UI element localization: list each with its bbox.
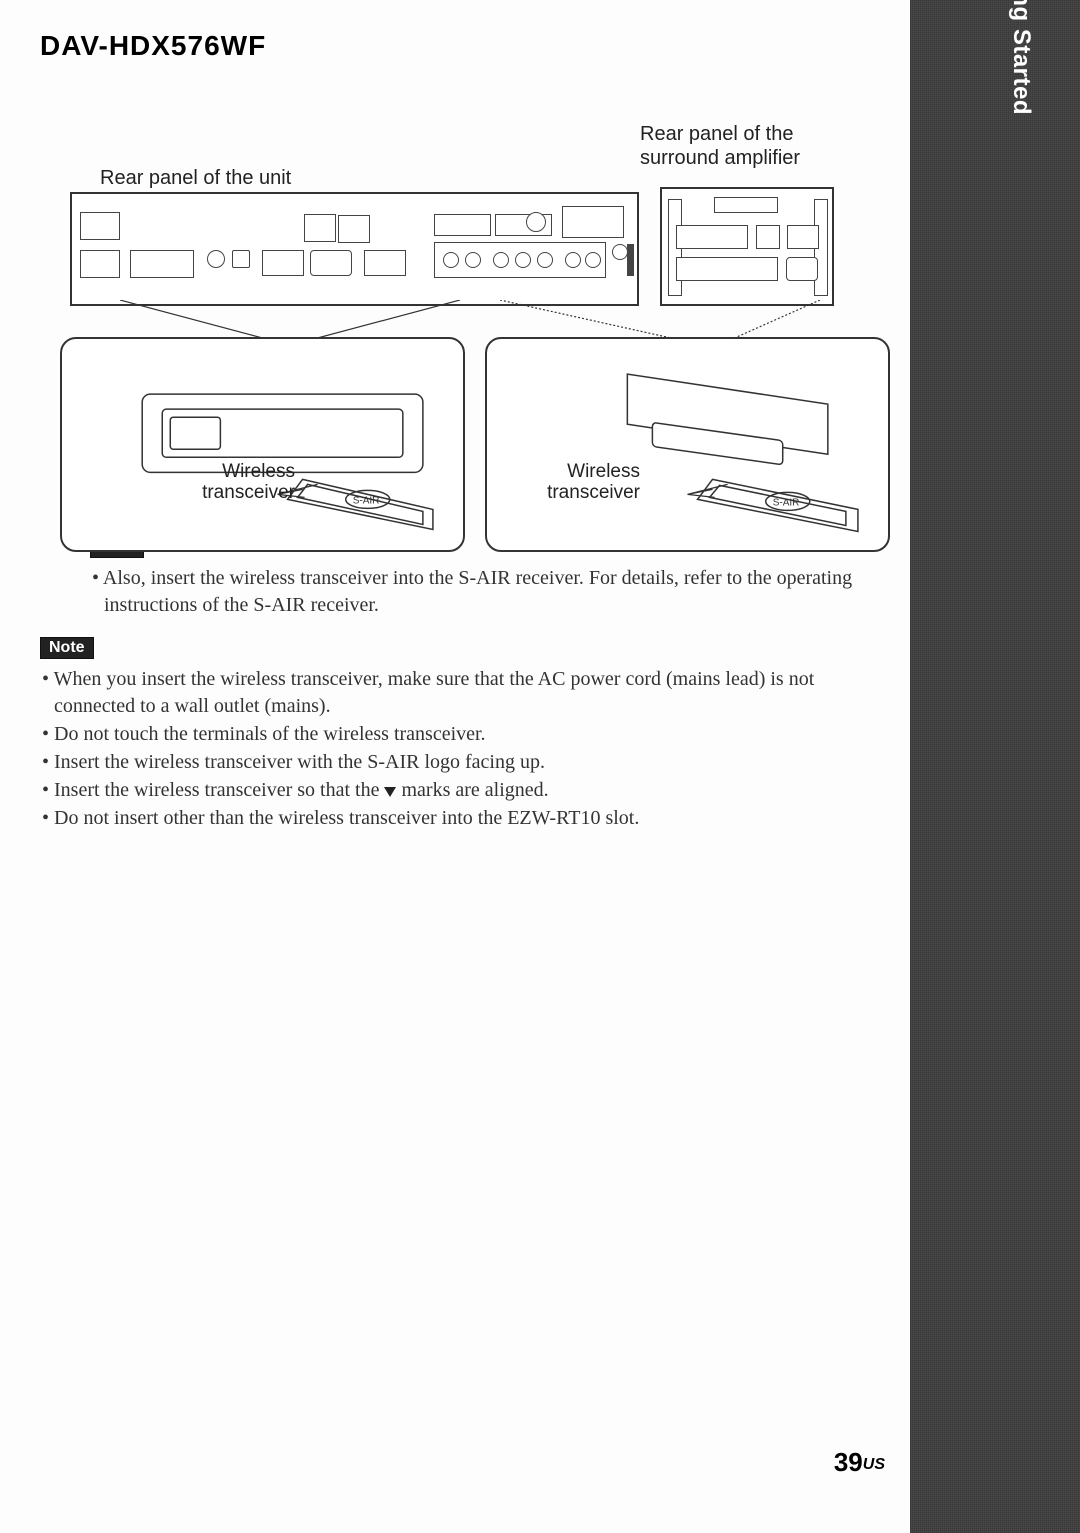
port-icon — [526, 212, 546, 232]
jack-icon — [585, 252, 601, 268]
port-icon — [232, 250, 250, 268]
bullet-item: Also, insert the wireless transceiver in… — [92, 565, 900, 619]
page-content: DAV-HDX576WF Rear panel of the unit Rear… — [40, 30, 900, 850]
transceiver-card-icon: S-AIR — [487, 339, 888, 555]
bullet-item: Insert the wireless transceiver so that … — [42, 777, 900, 804]
note-bullets-2: When you insert the wireless transceiver… — [40, 666, 900, 832]
port-icon — [80, 212, 120, 240]
connection-diagram: Rear panel of the unit Rear panel of the… — [40, 82, 900, 522]
manual-page: Getting Started DAV-HDX576WF Rear panel … — [0, 0, 1080, 1533]
port-icon — [434, 242, 606, 278]
port-icon — [304, 214, 336, 242]
note-badge: Note — [40, 637, 94, 659]
bullet-item: Do not touch the terminals of the wirele… — [42, 721, 900, 748]
rear-unit-panel — [70, 192, 639, 306]
note-bullets-1: Also, insert the wireless transceiver in… — [90, 565, 900, 619]
chapter-tab-label: Getting Started — [1007, 0, 1035, 115]
port-icon — [207, 250, 225, 268]
port-icon — [364, 250, 406, 276]
label-wireless: Wireless — [567, 461, 640, 482]
jack-icon — [465, 252, 481, 268]
chapter-tab-sidebar: Getting Started — [910, 0, 1080, 1533]
label-wireless-transceiver-right: Wireless transceiver — [520, 462, 640, 504]
transceiver-card-icon: S-AIR — [62, 339, 463, 555]
callout-line-icon — [500, 300, 880, 340]
port-icon — [676, 225, 748, 249]
transceiver-slot-detail-left: S-AIR — [60, 337, 465, 552]
svg-text:S-AIR: S-AIR — [773, 497, 800, 508]
jack-icon — [515, 252, 531, 268]
port-icon — [714, 197, 778, 213]
model-title: DAV-HDX576WF — [40, 30, 900, 62]
jack-icon — [443, 252, 459, 268]
page-number: 39US — [834, 1447, 885, 1478]
bullet-item: Do not insert other than the wireless tr… — [42, 805, 900, 832]
detail-row: S-AIR S-AIR — [60, 337, 890, 552]
port-icon — [130, 250, 194, 278]
note-block-2: Note When you insert the wireless transc… — [40, 637, 900, 832]
label-transceiver: transceiver — [547, 482, 640, 503]
jack-icon — [537, 252, 553, 268]
port-icon — [310, 250, 352, 276]
jack-icon — [565, 252, 581, 268]
down-triangle-icon — [384, 787, 396, 797]
label-rear-amp-line2: surround amplifier — [640, 147, 800, 169]
port-icon — [787, 225, 819, 249]
transceiver-slot-detail-right: S-AIR — [485, 337, 890, 552]
surround-amp-panel — [660, 187, 834, 306]
port-icon — [80, 250, 120, 278]
bullet-item: Insert the wireless transceiver with the… — [42, 749, 900, 776]
page-number-value: 39 — [834, 1447, 863, 1477]
jack-icon — [493, 252, 509, 268]
bullet-item: When you insert the wireless transceiver… — [42, 666, 900, 720]
label-rear-amp: Rear panel of the surround amplifier — [640, 122, 800, 170]
label-rear-amp-line1: Rear panel of the — [640, 123, 793, 145]
port-icon — [262, 250, 304, 276]
rear-unit-ports — [72, 194, 637, 304]
port-icon — [612, 244, 628, 260]
label-wireless: Wireless — [222, 461, 295, 482]
page-number-suffix: US — [863, 1456, 885, 1473]
port-icon — [676, 257, 778, 281]
svg-text:S-AIR: S-AIR — [353, 495, 380, 506]
port-icon — [627, 244, 634, 276]
port-icon — [434, 214, 491, 236]
port-icon — [786, 257, 818, 281]
label-transceiver: transceiver — [202, 482, 295, 503]
label-rear-unit: Rear panel of the unit — [100, 167, 291, 190]
amp-ports — [662, 189, 832, 304]
port-icon — [756, 225, 780, 249]
callout-line-icon — [120, 300, 460, 340]
label-wireless-transceiver-left: Wireless transceiver — [175, 462, 295, 504]
port-icon — [562, 206, 624, 238]
